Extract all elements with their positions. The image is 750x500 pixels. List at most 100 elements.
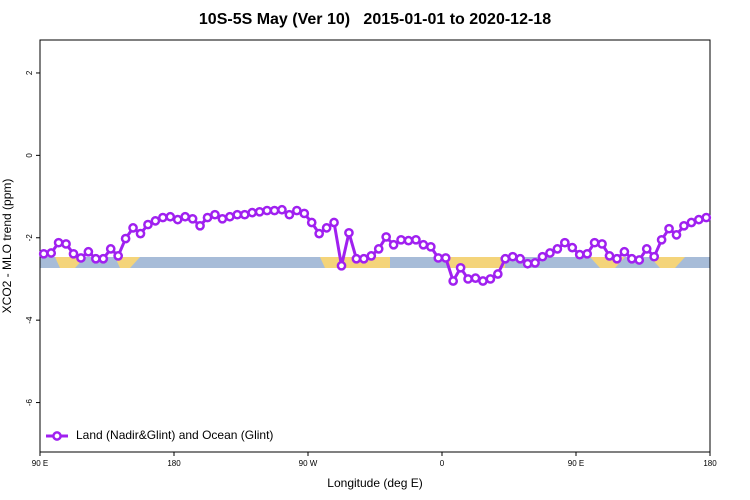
x-tick-label: 90 W	[299, 459, 318, 468]
data-point	[448, 276, 459, 286]
x-tick-label: 90 E	[568, 459, 584, 468]
x-axis-title: Longitude (deg E)	[327, 476, 422, 490]
y-axis-title: XCO2 - MLO trend (ppm)	[0, 179, 14, 314]
data-point	[247, 207, 258, 218]
land-band	[115, 257, 140, 268]
x-tick-label: 0	[440, 459, 445, 468]
data-point	[612, 253, 622, 264]
data-point	[232, 209, 243, 220]
data-point	[46, 248, 57, 258]
data-point	[90, 253, 101, 264]
data-point	[559, 237, 570, 248]
data-point	[113, 251, 124, 261]
y-tick-label: 2	[25, 70, 34, 75]
data-point	[314, 228, 325, 239]
data-point	[329, 217, 339, 228]
data-point	[239, 209, 250, 220]
data-point	[262, 205, 272, 216]
data-point	[492, 269, 503, 279]
data-point	[619, 246, 630, 257]
data-point	[545, 248, 555, 258]
data-point	[403, 235, 414, 246]
data-point	[522, 258, 533, 269]
data-point	[530, 258, 540, 268]
data-point	[120, 233, 131, 244]
data-point	[470, 273, 481, 283]
data-point	[61, 239, 71, 249]
data-point	[351, 253, 362, 264]
plot-frame	[39, 39, 711, 453]
legend-label: Land (Nadir&Glint) and Ocean (Glint)	[76, 428, 273, 442]
y-tick-label: -4	[25, 316, 34, 324]
data-point	[195, 220, 205, 231]
data-point	[582, 248, 593, 259]
data-point	[701, 212, 712, 223]
data-point	[128, 223, 138, 233]
data-point	[336, 260, 347, 271]
data-point	[172, 214, 183, 225]
data-point	[671, 230, 682, 240]
data-point	[344, 227, 354, 238]
data-point	[53, 237, 64, 248]
data-point	[135, 228, 146, 239]
data-point	[485, 274, 496, 284]
data-point	[552, 244, 563, 254]
data-point	[165, 211, 176, 222]
data-point	[463, 274, 473, 284]
data-point	[202, 212, 213, 223]
land-band	[445, 257, 505, 268]
data-point	[686, 217, 697, 228]
data-point	[306, 217, 317, 228]
x-tick-label: 180	[167, 459, 181, 468]
data-point	[537, 251, 548, 262]
data-point	[269, 205, 280, 216]
data-point	[433, 253, 444, 263]
data-point	[641, 244, 652, 254]
chart-title: 10S-5S May (Ver 10) 2015-01-01 to 2020-1…	[199, 11, 551, 28]
data-point	[507, 251, 518, 262]
data-point	[321, 223, 332, 233]
data-point	[679, 220, 689, 231]
land-band	[650, 257, 685, 268]
data-point	[254, 206, 265, 217]
data-point	[291, 205, 302, 216]
series-line	[43, 208, 707, 285]
data-point	[589, 237, 600, 248]
data-point	[358, 253, 369, 264]
data-point	[411, 234, 421, 245]
data-point	[574, 249, 585, 260]
data-point	[277, 204, 287, 215]
data-point	[604, 251, 615, 261]
data-point	[440, 253, 451, 263]
legend: Land (Nadir&Glint) and Ocean (Glint)	[46, 428, 273, 442]
data-point	[83, 246, 94, 257]
data-point	[284, 209, 295, 220]
ocean-band	[60, 257, 120, 268]
data-point	[187, 213, 198, 224]
data-point	[455, 262, 466, 273]
data-point	[76, 253, 86, 263]
data-point	[373, 244, 384, 254]
y-tick-label: -6	[25, 398, 34, 406]
data-point	[217, 213, 228, 224]
legend-marker	[52, 431, 62, 441]
data-point	[649, 251, 660, 262]
data-point	[418, 239, 429, 250]
data-point	[597, 239, 607, 249]
y-tick-label: -2	[25, 234, 34, 242]
data-point	[180, 211, 191, 222]
data-point	[210, 209, 220, 220]
data-point	[224, 211, 235, 222]
data-point	[98, 253, 109, 264]
data-point	[500, 253, 511, 264]
data-point	[396, 234, 406, 245]
data-point	[567, 242, 578, 253]
data-point	[664, 223, 674, 234]
data-point	[299, 208, 310, 219]
y-tick-label: 0	[25, 153, 34, 158]
data-point	[38, 248, 49, 259]
data-point	[634, 255, 645, 265]
data-point	[656, 234, 667, 245]
data-point	[626, 253, 637, 264]
